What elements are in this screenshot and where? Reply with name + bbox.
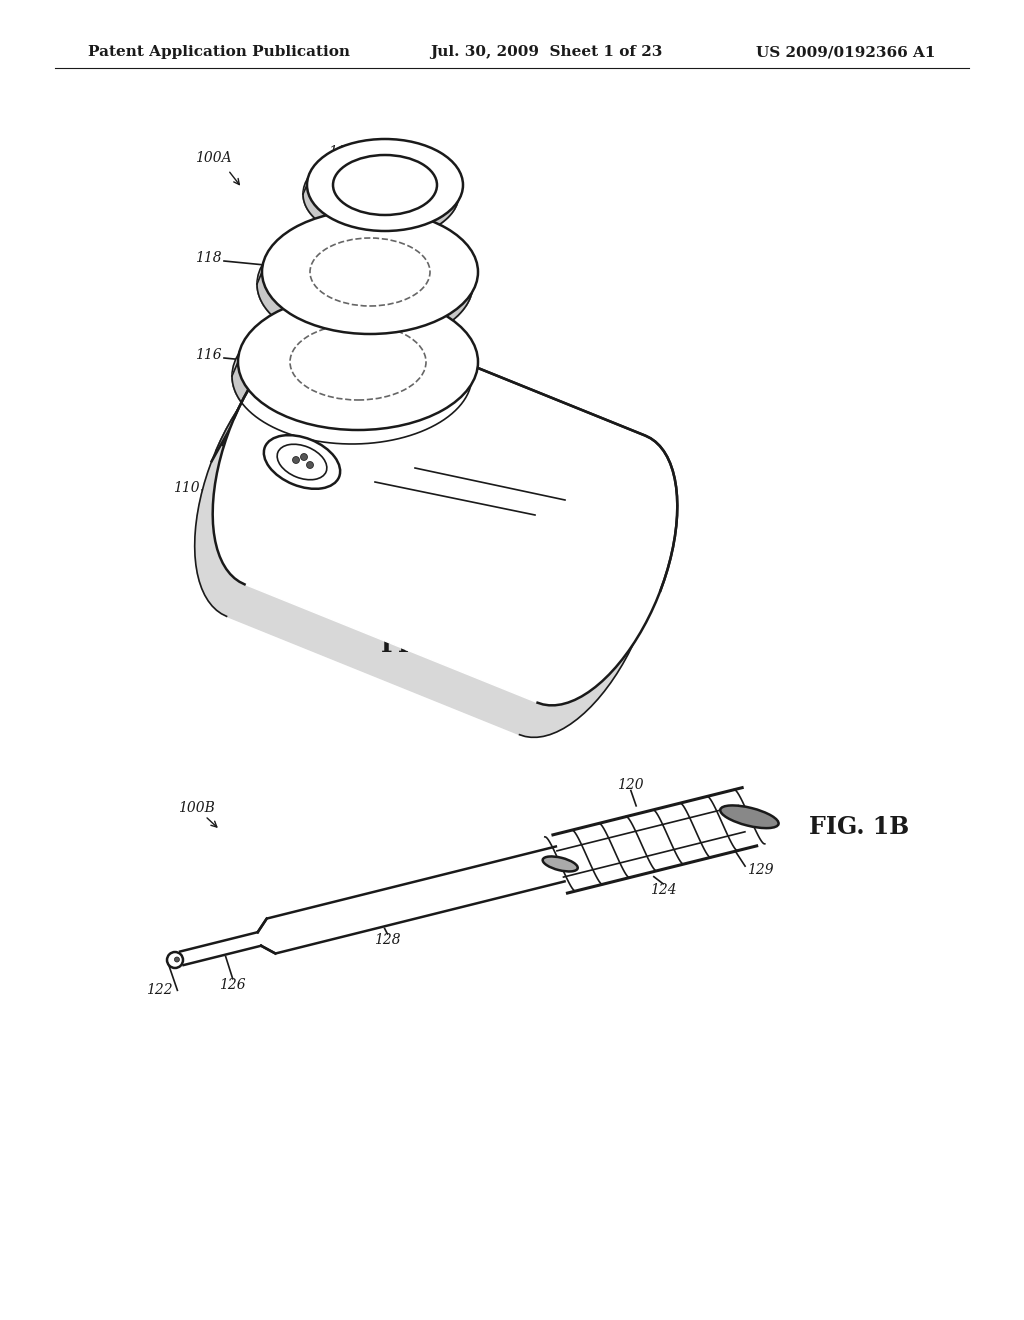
Ellipse shape [257, 222, 473, 346]
Text: 128: 128 [374, 933, 400, 946]
Polygon shape [257, 272, 478, 346]
Polygon shape [258, 846, 564, 953]
Ellipse shape [232, 308, 472, 444]
Circle shape [293, 457, 299, 463]
Circle shape [300, 454, 307, 461]
Polygon shape [232, 362, 478, 444]
Text: 100A: 100A [195, 150, 231, 165]
Text: 126: 126 [219, 978, 246, 991]
Ellipse shape [307, 139, 463, 231]
Ellipse shape [303, 148, 459, 240]
Text: 129: 129 [748, 863, 774, 876]
Ellipse shape [262, 210, 478, 334]
Polygon shape [553, 788, 757, 894]
Text: US 2009/0192366 A1: US 2009/0192366 A1 [757, 45, 936, 59]
Polygon shape [180, 932, 261, 965]
Ellipse shape [333, 154, 437, 215]
Polygon shape [216, 314, 677, 623]
Ellipse shape [720, 805, 778, 828]
Text: 116: 116 [196, 348, 222, 362]
Polygon shape [195, 347, 659, 738]
Text: 114: 114 [330, 438, 356, 451]
Text: 110: 110 [173, 480, 200, 495]
Circle shape [306, 462, 313, 469]
Text: FIG. 1B: FIG. 1B [809, 814, 909, 838]
Text: 100B: 100B [178, 801, 215, 814]
Polygon shape [303, 185, 463, 240]
Text: Patent Application Publication: Patent Application Publication [88, 45, 350, 59]
Circle shape [167, 952, 183, 968]
Text: 112: 112 [312, 453, 339, 467]
Text: 118: 118 [196, 251, 222, 265]
Text: FIG. 1A: FIG. 1A [381, 634, 479, 657]
Text: Jul. 30, 2009  Sheet 1 of 23: Jul. 30, 2009 Sheet 1 of 23 [430, 45, 663, 59]
Polygon shape [213, 314, 677, 705]
Text: 124: 124 [650, 883, 677, 896]
Ellipse shape [264, 436, 340, 488]
Circle shape [174, 957, 179, 962]
Ellipse shape [238, 294, 478, 430]
Text: 120: 120 [617, 777, 644, 792]
Ellipse shape [543, 857, 578, 871]
Ellipse shape [310, 238, 430, 306]
Polygon shape [266, 846, 564, 953]
Ellipse shape [290, 323, 426, 400]
Ellipse shape [329, 164, 433, 224]
Text: 122: 122 [145, 983, 172, 998]
Text: 119: 119 [328, 145, 354, 158]
Ellipse shape [278, 445, 327, 479]
